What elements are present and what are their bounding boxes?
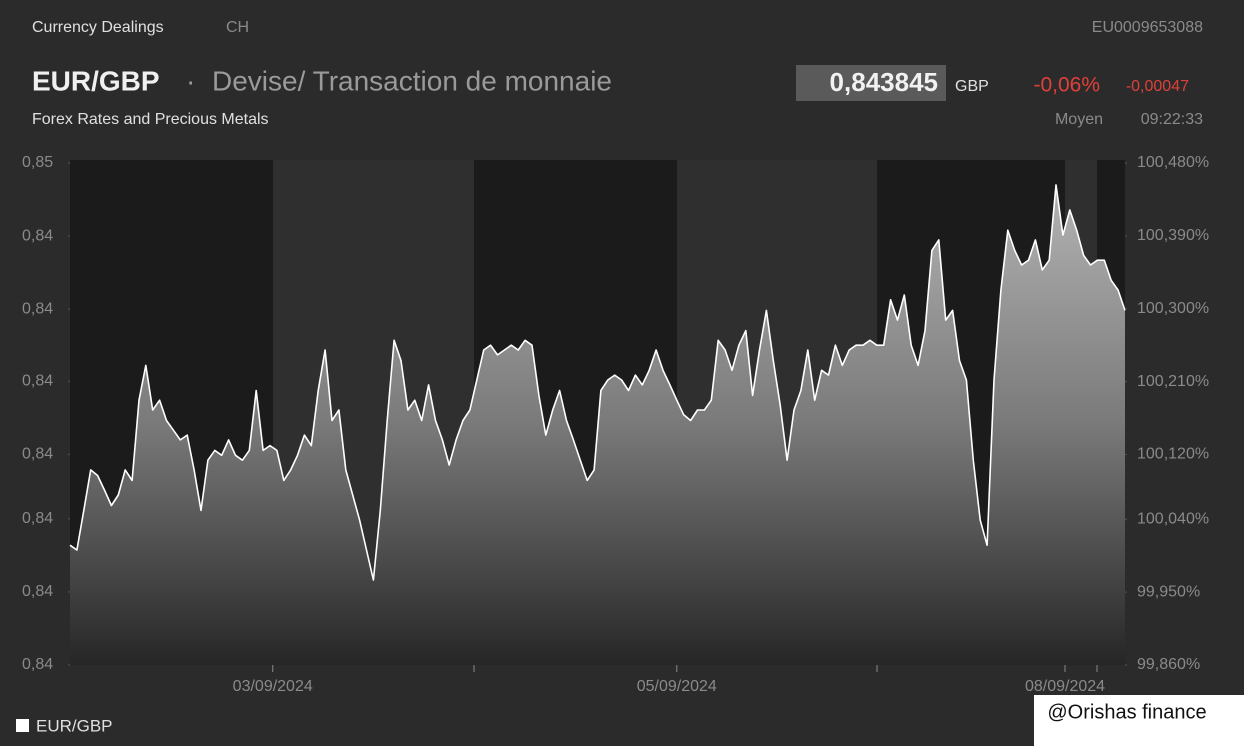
y2-tick-label: 99,950% (1137, 583, 1200, 600)
area (70, 184, 1125, 665)
line (69, 184, 1126, 581)
price-type: Moyen (1055, 111, 1103, 128)
isin: EU0009653088 (1092, 19, 1203, 36)
watermark-box (1034, 695, 1244, 746)
y2-tick-label: 100,300% (1137, 300, 1209, 317)
legend-label: EUR/GBP (36, 716, 113, 735)
y2-tick-label: 100,120% (1137, 446, 1209, 463)
y-tick-label: 0,84 (22, 510, 53, 527)
y-tick-label: 0,84 (22, 300, 53, 317)
change-abs: -0,00047 (1126, 78, 1189, 95)
description: Devise/ Transaction de monnaie (212, 65, 612, 96)
y2-tick-label: 100,040% (1137, 510, 1209, 527)
x-tick-label: 05/09/2024 (637, 678, 717, 695)
y2-tick-label: 99,860% (1137, 656, 1200, 673)
currency: GBP (955, 78, 989, 95)
x-tick-label: 03/09/2024 (233, 678, 313, 695)
country: CH (226, 19, 249, 36)
legend-swatch (16, 719, 29, 732)
y-tick-label: 0,84 (22, 583, 53, 600)
category: Forex Rates and Precious Metals (32, 111, 269, 128)
y2-tick-label: 100,480% (1137, 154, 1209, 171)
y-tick-label: 0,84 (22, 373, 53, 390)
time: 09:22:33 (1141, 111, 1203, 128)
price: 0,843845 (830, 67, 938, 97)
y-tick-label: 0,84 (22, 227, 53, 244)
symbol: EUR/GBP (32, 65, 160, 96)
section: Currency Dealings (32, 19, 164, 36)
price-box (796, 65, 946, 101)
separator: · (186, 65, 195, 96)
watermark: @Orishas finance (1047, 701, 1206, 723)
y-tick-label: 0,84 (22, 446, 53, 463)
x-tick-label: 08/09/2024 (1025, 678, 1105, 695)
plot (69, 184, 1126, 665)
y-tick-label: 0,85 (22, 154, 53, 171)
change-pct: -0,06% (1033, 74, 1100, 97)
y2-tick-label: 100,390% (1137, 227, 1209, 244)
y2-tick-label: 100,210% (1137, 373, 1209, 390)
y-tick-label: 0,84 (22, 656, 53, 673)
